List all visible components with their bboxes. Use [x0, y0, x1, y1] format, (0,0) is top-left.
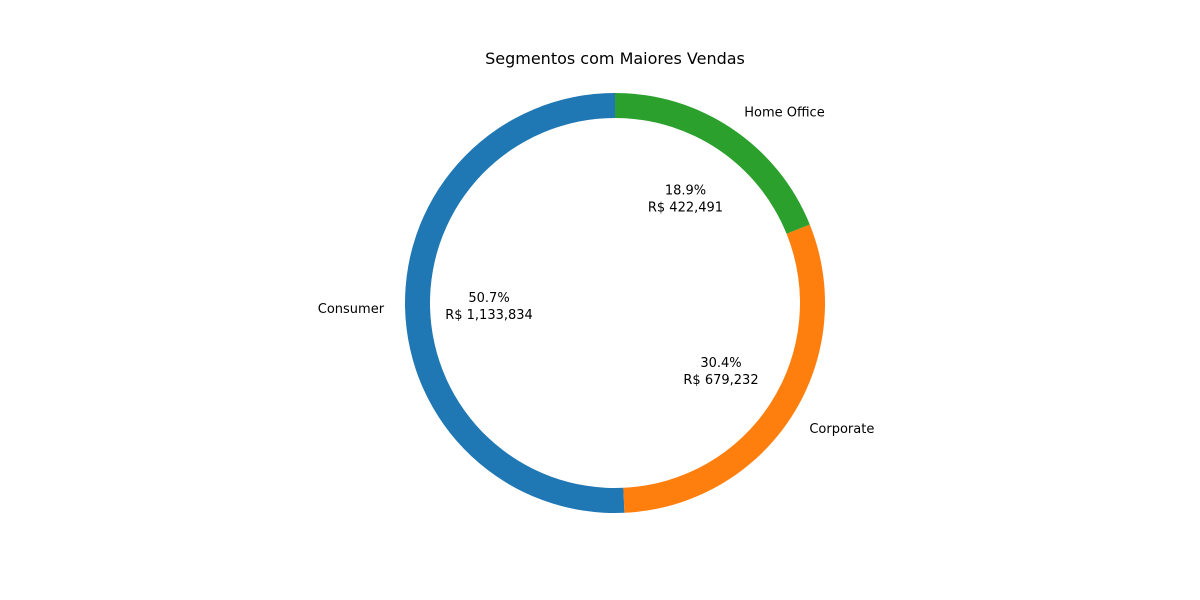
slices-group: [405, 93, 825, 513]
slice-percent-corporate: 30.4%: [700, 356, 741, 371]
labels-group: Consumer 50.7% R$ 1,133,834 Corporate 30.4% R…: [318, 106, 875, 437]
slice-label-home-office: Home Office: [744, 106, 824, 121]
chart-title: Segmentos com Maiores Vendas: [485, 49, 745, 68]
slice-corporate: [623, 224, 825, 513]
slice-value-consumer: R$ 1,133,834: [445, 308, 533, 323]
slice-consumer: [405, 93, 625, 513]
slice-value-home-office: R$ 422,491: [648, 201, 723, 216]
slice-home-office: [615, 93, 810, 234]
slice-percent-home-office: 18.9%: [665, 184, 706, 199]
slice-label-consumer: Consumer: [318, 302, 385, 317]
slice-percent-consumer: 50.7%: [468, 291, 509, 306]
slice-label-corporate: Corporate: [809, 422, 874, 437]
slice-value-corporate: R$ 679,232: [683, 373, 758, 388]
